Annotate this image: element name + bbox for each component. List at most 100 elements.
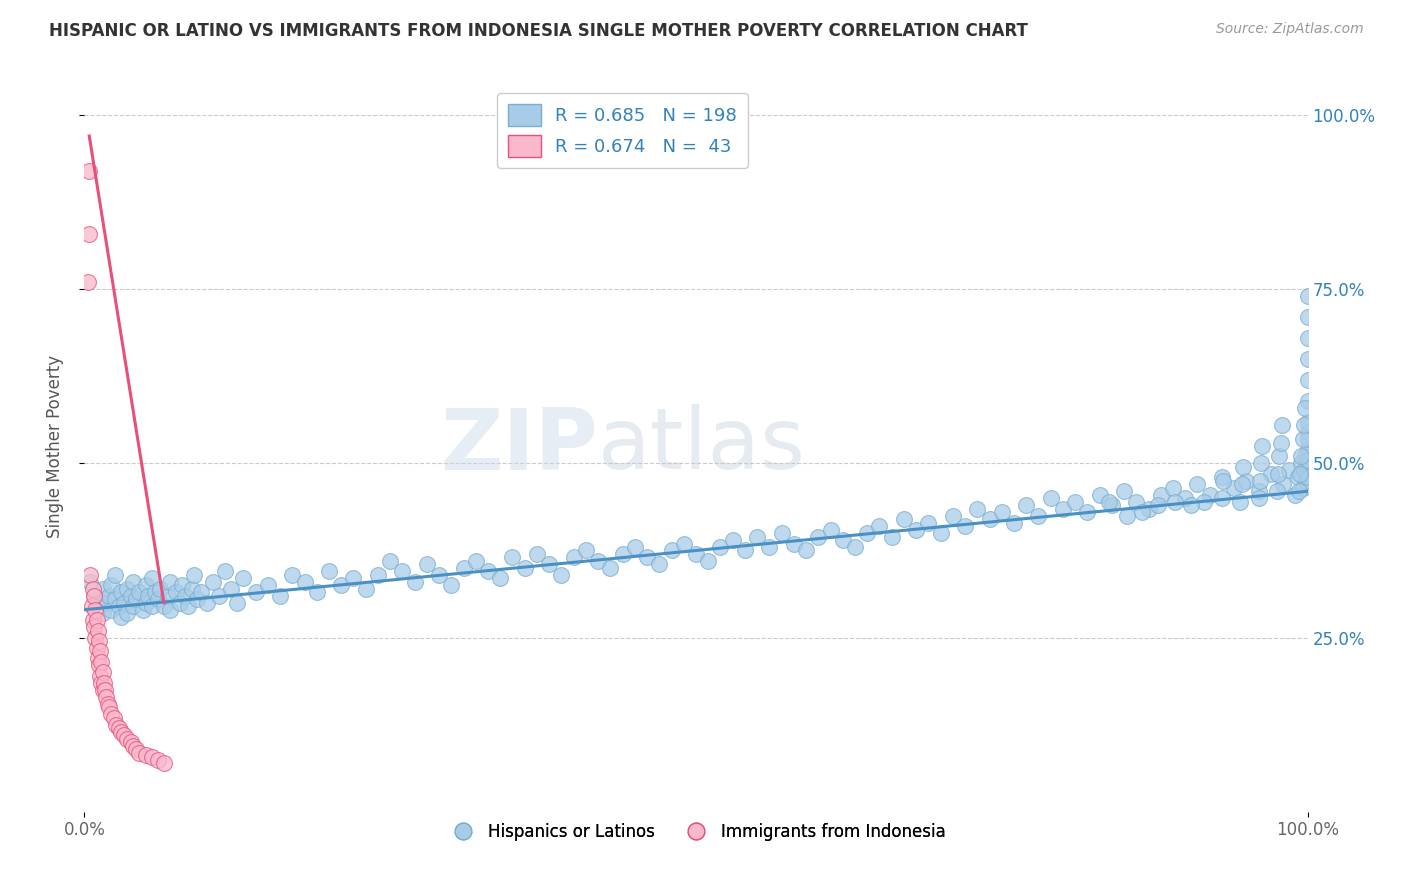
Point [1039,491,1062,506]
Point [1296,442,1319,457]
Point [1247,491,1270,506]
Point [122,574,145,589]
Point [172,578,194,592]
Point [281,567,304,582]
Point [1098,494,1121,508]
Point [783,536,806,550]
Point [917,516,939,530]
Point [1267,467,1289,481]
Point [141,599,163,614]
Point [342,571,364,585]
Point [1260,467,1282,481]
Point [1284,488,1306,502]
Point [1296,425,1319,439]
Point [183,567,205,582]
Point [1223,481,1246,495]
Point [149,582,172,596]
Point [107,599,129,614]
Point [1292,418,1315,433]
Point [1296,310,1319,325]
Point [1076,505,1098,519]
Point [661,543,683,558]
Point [330,578,353,592]
Point [1247,484,1270,499]
Point [120,589,142,603]
Point [83,620,105,634]
Legend: Hispanics or Latinos, Immigrants from Indonesia: Hispanics or Latinos, Immigrants from In… [439,816,953,847]
Point [734,543,756,558]
Point [195,596,218,610]
Point [453,561,475,575]
Point [1251,439,1274,453]
Point [477,565,499,579]
Point [208,589,231,603]
Point [169,596,191,610]
Point [1150,488,1173,502]
Point [82,582,104,596]
Text: ZIP: ZIP [440,404,598,488]
Point [427,567,450,582]
Point [1101,498,1123,512]
Point [1125,494,1147,508]
Point [153,756,176,770]
Point [794,543,817,558]
Point [1229,494,1251,508]
Point [820,523,842,537]
Point [82,613,104,627]
Point [318,565,340,579]
Point [709,540,731,554]
Point [143,585,166,599]
Point [391,565,413,579]
Point [1270,435,1292,450]
Point [1296,415,1319,429]
Point [1230,477,1253,491]
Point [648,558,671,572]
Point [489,571,512,585]
Point [115,731,138,746]
Point [91,682,114,697]
Point [91,606,114,620]
Point [201,574,224,589]
Point [214,565,236,579]
Point [599,561,621,575]
Point [1164,494,1187,508]
Point [90,676,112,690]
Point [1015,498,1038,512]
Point [1174,491,1197,506]
Point [831,533,853,547]
Point [1211,491,1233,506]
Point [1212,474,1234,488]
Point [1294,450,1316,464]
Point [856,526,879,541]
Point [153,599,176,614]
Point [181,582,204,596]
Point [110,724,132,739]
Point [87,651,110,665]
Point [380,554,402,568]
Point [135,596,157,610]
Point [1286,470,1309,484]
Point [1272,477,1295,491]
Point [93,676,115,690]
Point [97,697,120,711]
Point [1115,508,1137,523]
Point [1268,450,1291,464]
Point [747,530,769,544]
Point [929,526,952,541]
Point [190,585,212,599]
Y-axis label: Single Mother Poverty: Single Mother Poverty [45,354,63,538]
Point [96,690,118,704]
Point [1137,501,1160,516]
Point [1296,331,1319,345]
Point [83,589,105,603]
Point [146,753,169,767]
Point [232,571,254,585]
Point [404,574,426,589]
Point [562,550,585,565]
Point [1232,459,1254,474]
Point [165,585,187,599]
Point [1114,484,1136,499]
Point [107,721,129,735]
Text: HISPANIC OR LATINO VS IMMIGRANTS FROM INDONESIA SINGLE MOTHER POVERTY CORRELATIO: HISPANIC OR LATINO VS IMMIGRANTS FROM IN… [49,22,1028,40]
Point [1052,501,1074,516]
